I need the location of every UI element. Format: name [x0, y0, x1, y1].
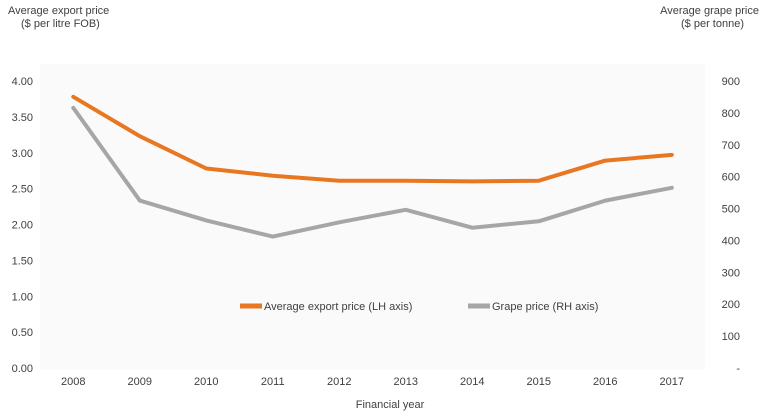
left-axis-tick-label: 1.00 — [12, 291, 33, 303]
series-line — [71, 105, 674, 239]
left-axis-tick-label: 2.00 — [12, 220, 33, 232]
right-axis-tick-label: - — [736, 363, 740, 375]
left-axis-tick-label: 0.50 — [12, 327, 33, 339]
x-axis-tick-label: 2017 — [660, 376, 684, 388]
x-axis-tick-label: 2010 — [194, 376, 218, 388]
right-axis-tick-label: 500 — [722, 204, 740, 216]
legend: Average export price (LH axis) Grape pri… — [240, 301, 598, 313]
x-axis-tick-label: 2008 — [61, 376, 85, 388]
right-axis-title-line1: Average grape price — [660, 5, 759, 17]
left-axis-tick-label: 1.50 — [12, 255, 33, 267]
right-axis-tick-label: 600 — [722, 172, 740, 184]
x-axis-tick-label: 2013 — [394, 376, 418, 388]
x-axis-tick-label: 2016 — [593, 376, 617, 388]
left-axis-title-line2: ($ per litre FOB) — [21, 18, 100, 30]
right-axis-tick-label: 300 — [722, 267, 740, 279]
right-axis-title-line2: ($ per tonne) — [681, 18, 744, 30]
x-axis-tick-labels: 2008 2009 2010 2011 2012 2013 2014 2015 2016 2017 — [61, 376, 684, 388]
left-axis-tick-label: 3.00 — [12, 148, 33, 160]
left-axis-tick-label: 3.50 — [12, 112, 33, 124]
legend-label-grape-price: Grape price (RH axis) — [492, 301, 598, 313]
right-axis-tick-label: 200 — [722, 299, 740, 311]
series-line — [71, 94, 674, 184]
left-axis-tick-label: 0.00 — [12, 363, 33, 375]
left-axis-tick-label: 2.50 — [12, 184, 33, 196]
right-axis-tick-labels: - 100 200 300 400 500 600 700 800 900 — [722, 76, 741, 375]
series-lines — [71, 94, 674, 239]
x-axis-tick-label: 2012 — [327, 376, 351, 388]
right-axis-tick-label: 800 — [722, 108, 740, 120]
x-axis-title: Financial year — [356, 399, 425, 411]
left-axis-tick-label: 4.00 — [12, 76, 33, 88]
right-axis-tick-label: 100 — [722, 331, 740, 343]
x-axis-tick-label: 2015 — [527, 376, 551, 388]
legend-label-export-price: Average export price (LH axis) — [264, 301, 412, 313]
right-axis-tick-label: 900 — [722, 76, 740, 88]
x-axis-tick-label: 2009 — [128, 376, 152, 388]
x-axis-tick-label: 2014 — [460, 376, 484, 388]
left-axis-title-line1: Average export price — [8, 5, 109, 17]
right-axis-tick-label: 400 — [722, 235, 740, 247]
x-axis-tick-label: 2011 — [261, 376, 285, 388]
right-axis-tick-label: 700 — [722, 140, 740, 152]
left-axis-tick-labels: 0.00 0.50 1.00 1.50 2.00 2.50 3.00 3.50 4.00 — [12, 76, 33, 375]
